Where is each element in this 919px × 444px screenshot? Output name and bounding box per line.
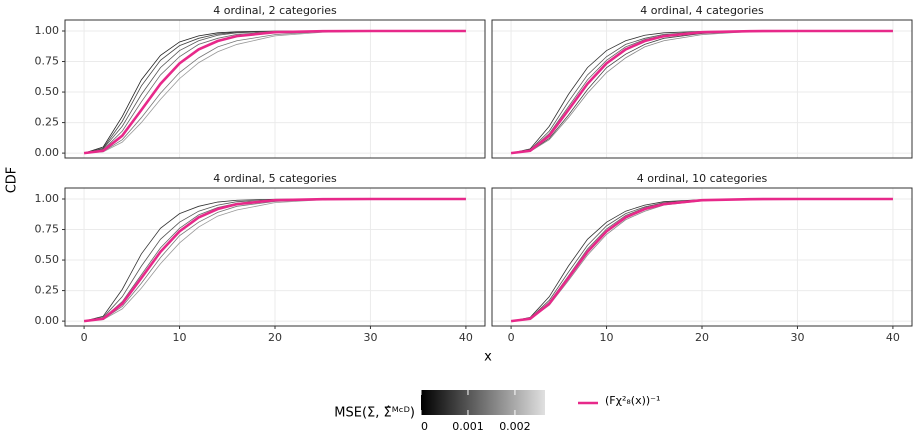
y-tick-label: 0.75 [35,223,60,236]
y-tick-label: 1.00 [35,192,60,205]
panel-title: 4 ordinal, 10 categories [637,172,768,185]
y-tick-label: 0.25 [35,284,60,297]
x-tick-label: 0 [508,331,515,344]
reference-curve [510,197,893,323]
colorbar-title: MSE(Σ, Σ̂ᴹᶜᴰ) [334,406,415,421]
y-axis-title: CDF [5,167,20,194]
y-tick-label: 0.75 [35,55,60,68]
colorbar-tick-label: 0 [421,420,428,433]
panel-border [64,187,486,327]
legend-label: (Fχ²₈(x))⁻¹ [605,394,660,407]
panel-title: 4 ordinal, 4 categories [640,4,764,17]
x-tick-label: 10 [600,331,614,344]
x-tick-label: 30 [790,331,804,344]
panel-title: 4 ordinal, 5 categories [213,172,337,185]
x-tick-label: 30 [363,331,377,344]
panel-border [491,19,913,159]
y-tick-label: 0.25 [35,116,60,129]
colorbar [421,390,545,415]
reference-curve [83,29,466,155]
y-tick-label: 0.50 [35,253,60,266]
x-tick-label: 40 [459,331,473,344]
y-tick-label: 0.00 [35,314,60,327]
x-tick-label: 10 [173,331,187,344]
panel-border [491,187,913,327]
reference-curve [510,29,893,155]
x-tick-label: 20 [268,331,282,344]
colorbar-tick-label: 0.002 [499,420,531,433]
x-tick-label: 20 [695,331,709,344]
reference-curve [83,197,466,323]
x-axis-title: x [484,350,492,365]
y-tick-label: 0.00 [35,146,60,159]
x-tick-label: 0 [81,331,88,344]
panel-border [64,19,486,159]
colorbar-tick-label: 0.001 [452,420,484,433]
y-tick-label: 1.00 [35,24,60,37]
panel-title: 4 ordinal, 2 categories [213,4,337,17]
x-tick-label: 40 [886,331,900,344]
y-tick-label: 0.50 [35,85,60,98]
